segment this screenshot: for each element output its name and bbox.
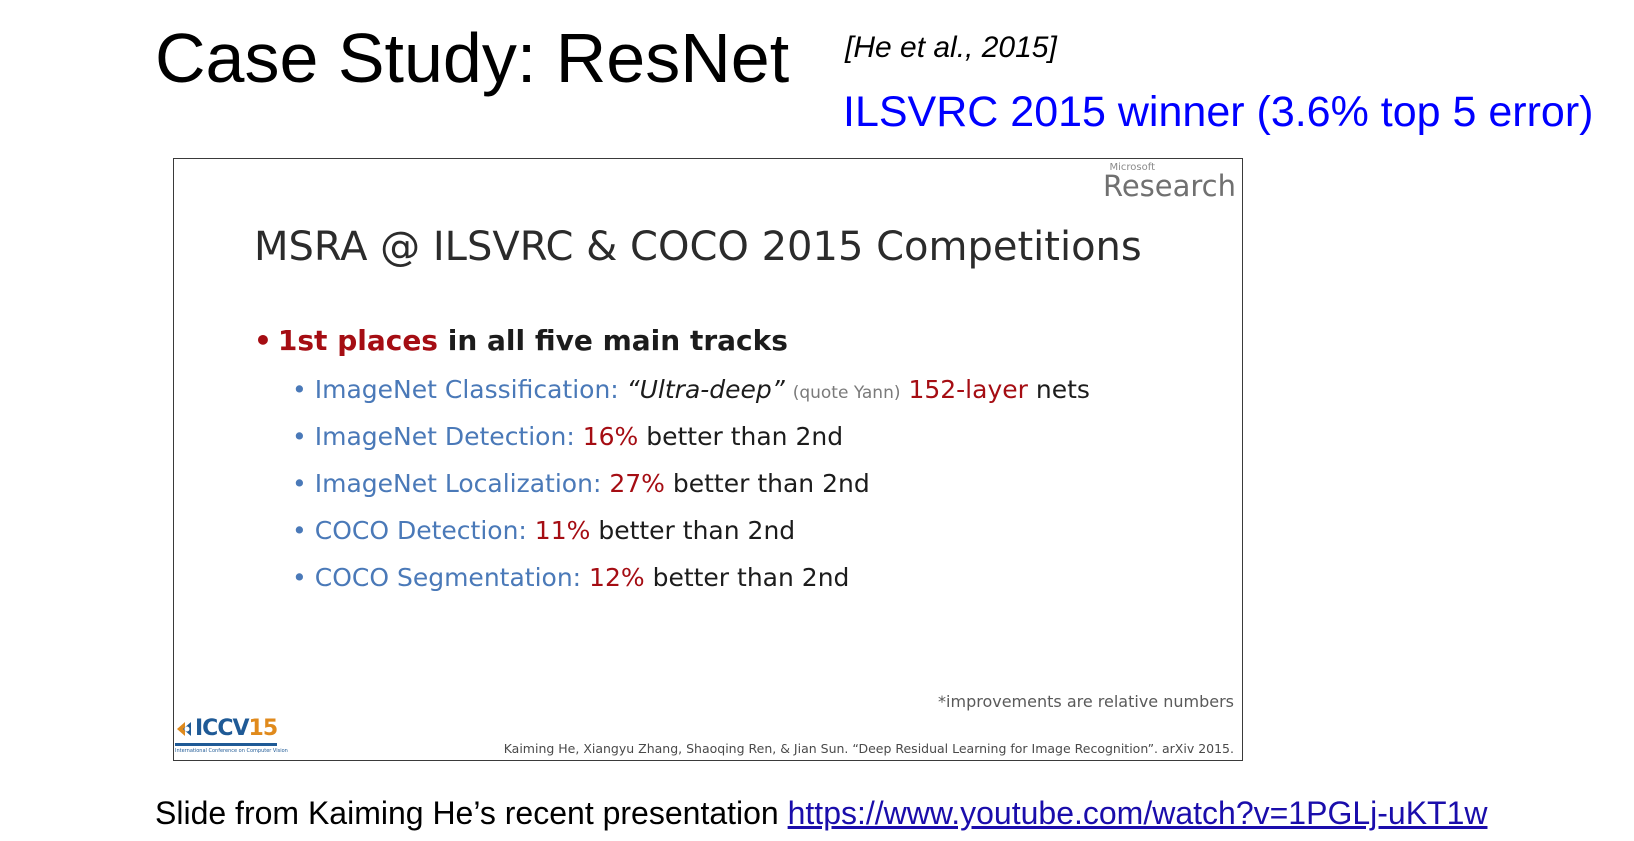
list-item: • ImageNet Classification: “Ultra-deep” (… (292, 374, 1090, 409)
slide-title: MSRA @ ILSVRC & COCO 2015 Competitions (254, 224, 1142, 270)
item-suffix: better than 2nd (590, 516, 796, 545)
iccv-mark-icon (177, 722, 191, 736)
page-title: Case Study: ResNet (155, 19, 790, 97)
iccv-logo-number: 15 (248, 716, 279, 741)
item-quote: “Ultra-deep” (626, 375, 785, 404)
item-label: ImageNet Localization: (314, 469, 610, 498)
list-item: • COCO Detection: 11% better than 2nd (292, 515, 795, 547)
main-bullet-highlight: 1st places (277, 324, 438, 357)
bullet-icon: • (292, 469, 307, 498)
list-item: • ImageNet Detection: 16% better than 2nd (292, 421, 843, 453)
microsoft-logo-text: Microsoft (1109, 162, 1155, 173)
bullet-icon: • (292, 516, 307, 545)
item-suffix: better than 2nd (644, 563, 850, 592)
item-label: ImageNet Classification: (314, 375, 627, 404)
footnote: *improvements are relative numbers (938, 692, 1234, 711)
item-label: ImageNet Detection: (314, 422, 583, 451)
item-value: 11% (534, 516, 591, 545)
item-value: 152-layer (908, 375, 1028, 404)
iccv-logo-tagline: International Conference on Computer Vis… (175, 748, 288, 754)
item-suffix: better than 2nd (664, 469, 870, 498)
youtube-link[interactable]: https://www.youtube.com/watch?v=1PGLj-uK… (787, 795, 1488, 831)
bullet-icon: • (292, 422, 307, 451)
source-caption: Slide from Kaiming He’s recent presentat… (155, 793, 1487, 833)
winner-subtitle: ILSVRC 2015 winner (3.6% top 5 error) (843, 88, 1594, 136)
item-aside: (quote Yann) (792, 383, 901, 403)
list-item: • ImageNet Localization: 27% better than … (292, 468, 870, 500)
bullet-icon: • (292, 375, 307, 404)
iccv-logo-text: ICCV15 (195, 716, 279, 741)
bullet-icon: • (292, 563, 307, 592)
source-caption-text: Slide from Kaiming He’s recent presentat… (155, 795, 788, 831)
citation: [He et al., 2015] (845, 31, 1057, 64)
bullet-icon: • (254, 324, 272, 357)
item-value: 16% (582, 422, 639, 451)
main-bullet: • 1st places in all five main tracks (254, 323, 788, 359)
embedded-slide: Microsoft Research MSRA @ ILSVRC & COCO … (173, 158, 1243, 761)
list-item: • COCO Segmentation: 12% better than 2nd (292, 562, 849, 594)
iccv-logo-name: ICCV (195, 716, 250, 741)
iccv-logo: ICCV15 International Conference on Compu… (175, 715, 288, 757)
item-value: 12% (589, 563, 645, 592)
research-logo-text: Research (1102, 169, 1236, 203)
main-bullet-text: in all five main tracks (437, 324, 788, 357)
item-suffix: nets (1027, 375, 1090, 404)
item-suffix: better than 2nd (638, 422, 844, 451)
iccv-logo-bar (175, 743, 277, 746)
item-label: COCO Segmentation: (314, 563, 590, 592)
item-value: 27% (609, 469, 665, 498)
paper-reference: Kaiming He, Xiangyu Zhang, Shaoqing Ren,… (503, 741, 1234, 756)
item-label: COCO Detection: (314, 516, 535, 545)
